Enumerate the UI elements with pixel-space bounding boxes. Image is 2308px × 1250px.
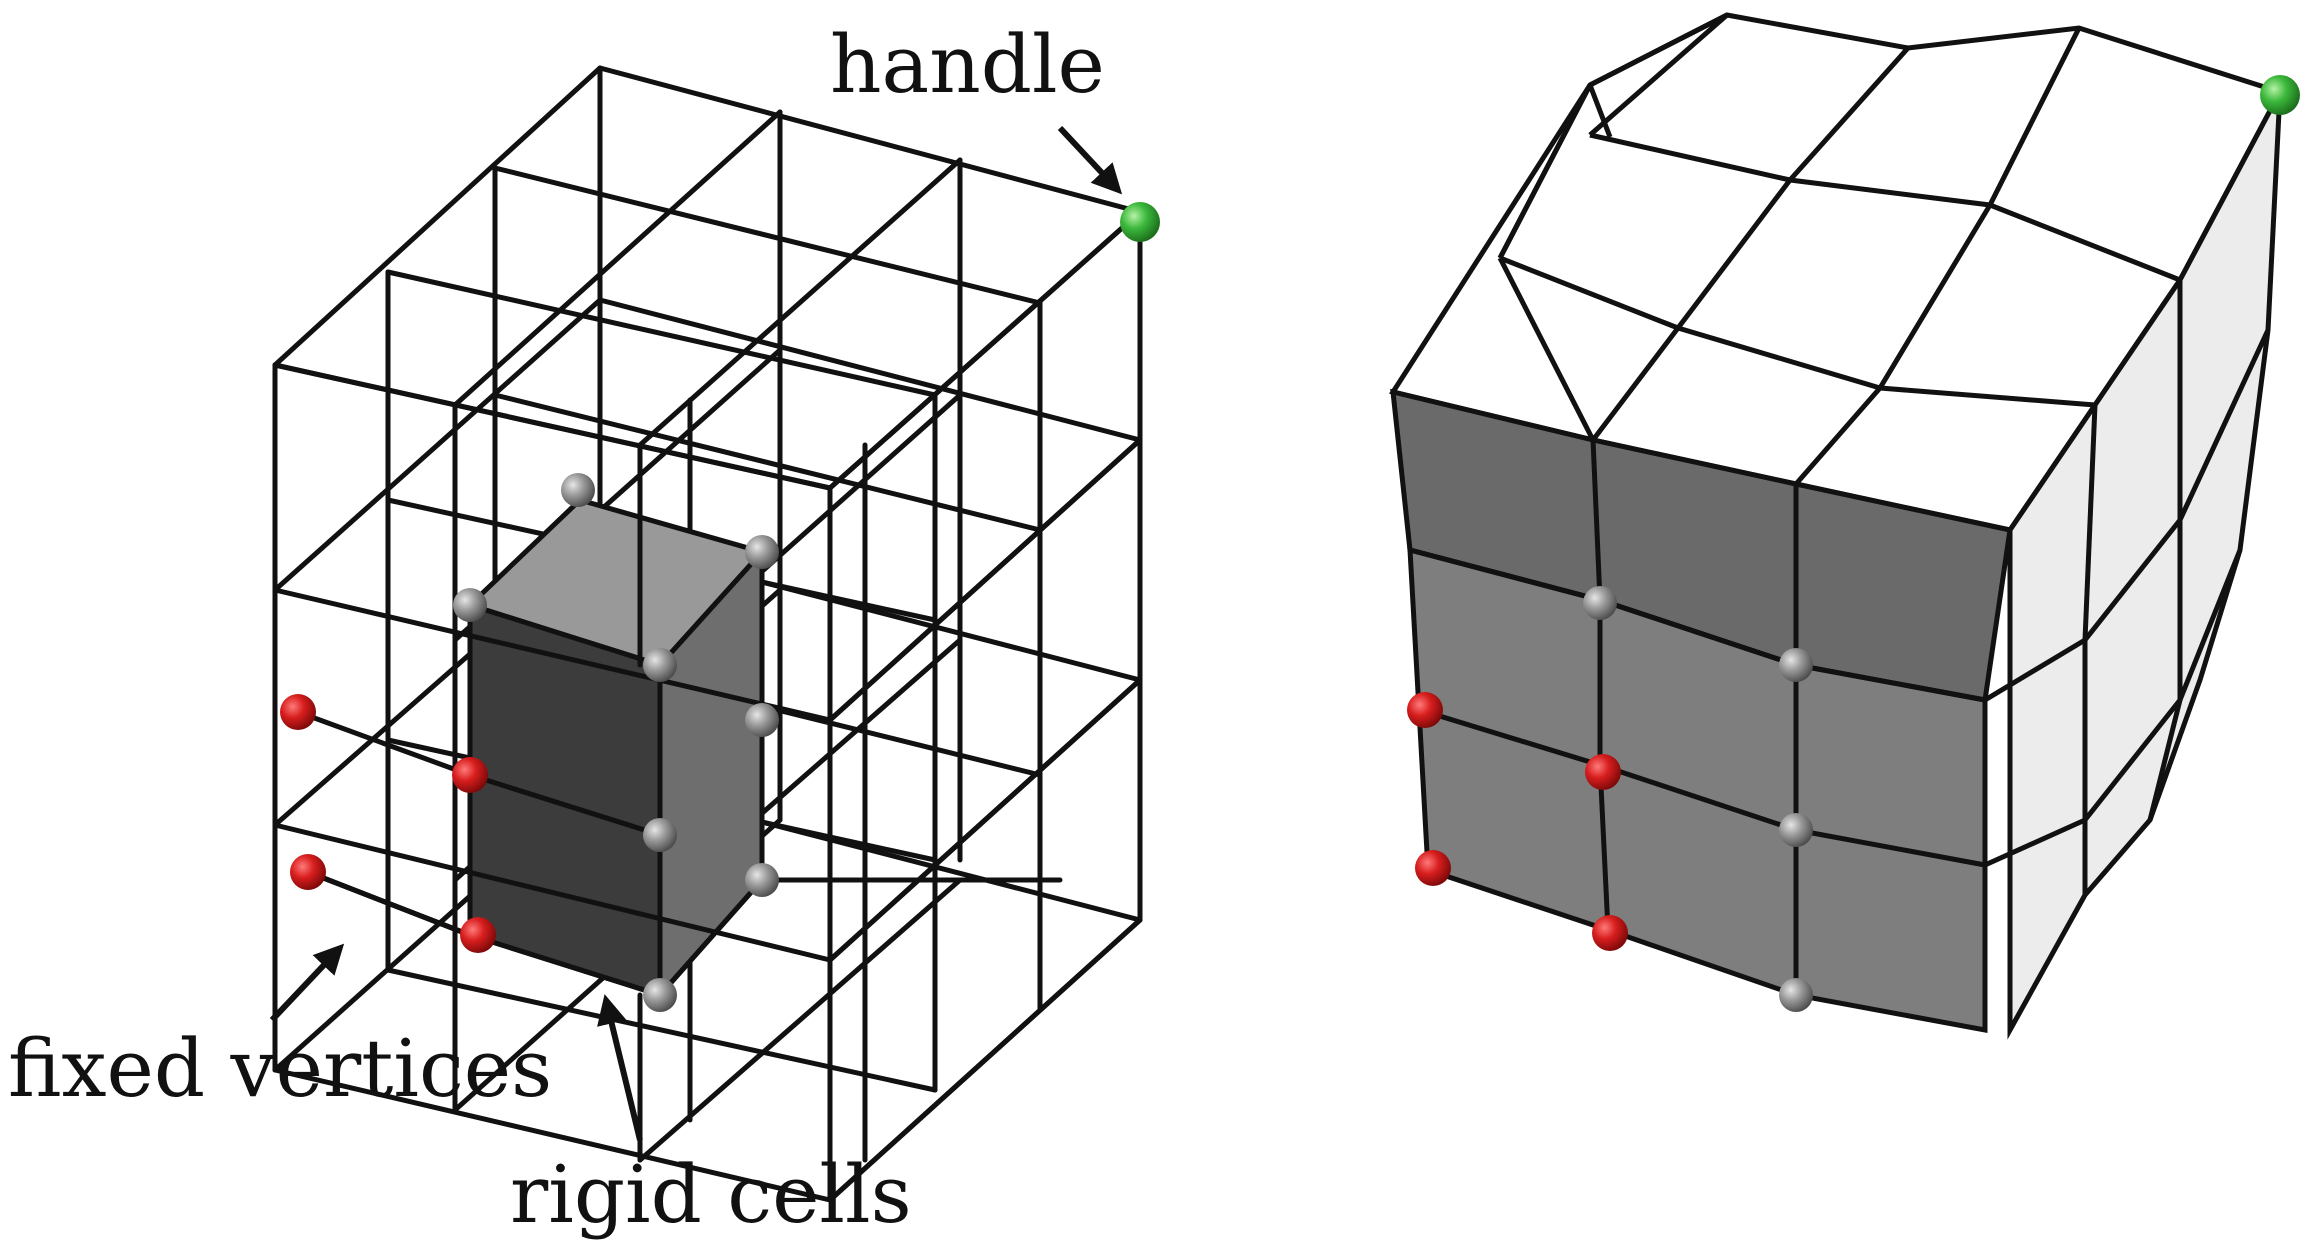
rigid-vertex <box>1779 648 1813 682</box>
undeformed-lattice <box>272 65 1160 1203</box>
rigid-vertices <box>453 473 779 1012</box>
fixed-vertex <box>1415 850 1451 886</box>
handle-arrow <box>1057 125 1123 195</box>
fixed-vertex <box>1407 692 1443 728</box>
deformed-top-grid <box>1497 12 2181 486</box>
fixed-vertices-label: fixed vertices <box>8 1022 552 1115</box>
deformed-fixed-vertices <box>1407 692 1628 951</box>
deformed-rigid-vertices <box>1583 586 1813 1012</box>
annotations: handle fixed vertices rigid cells <box>8 18 1123 1241</box>
deformed-front-grid <box>1409 439 1986 995</box>
fixed-vertices-arrow <box>269 943 345 1023</box>
rigid-vertex <box>745 863 779 897</box>
fixed-vertex <box>280 694 316 730</box>
lattice-front-wires <box>272 209 1143 1203</box>
rigid-vertex <box>745 535 779 569</box>
fixed-vertex <box>460 917 496 953</box>
handle-label: handle <box>830 18 1105 111</box>
fixed-vertex <box>290 854 326 890</box>
rigid-vertex <box>643 648 677 682</box>
handle-vertex <box>2260 75 2300 115</box>
fixed-vertices <box>280 694 496 953</box>
rigid-vertex <box>643 818 677 852</box>
deformed-side-grid <box>1983 280 2271 895</box>
deformed-lattice <box>1388 12 2300 1040</box>
rigid-vertex <box>1583 586 1617 620</box>
rigid-cells-label: rigid cells <box>510 1148 912 1241</box>
handle-vertex <box>1120 202 1160 242</box>
rigid-vertex <box>643 978 677 1012</box>
rigid-vertex <box>1779 978 1813 1012</box>
rigid-vertex <box>453 588 487 622</box>
rigid-cells-arrow <box>597 994 643 1141</box>
rigid-cells-block <box>465 497 767 1002</box>
rigid-vertex <box>745 703 779 737</box>
rigid-vertex <box>561 473 595 507</box>
fixed-vertex <box>1592 915 1628 951</box>
fixed-vertex <box>1585 754 1621 790</box>
fixed-vertex <box>452 757 488 793</box>
rigid-vertex <box>1779 813 1813 847</box>
